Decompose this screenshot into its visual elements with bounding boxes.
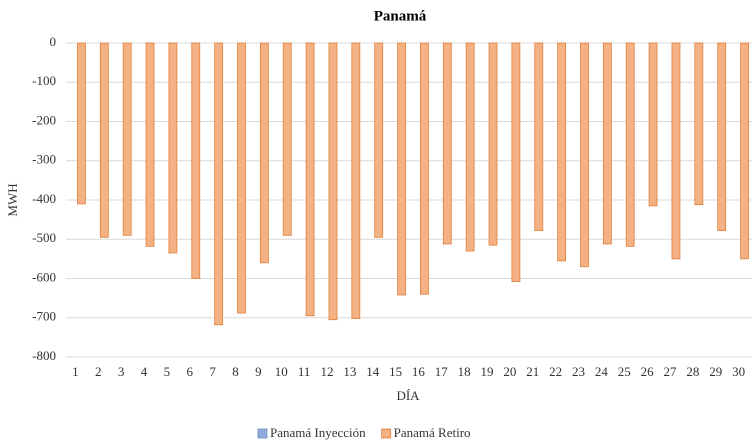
x-tick-label: 13 (343, 364, 356, 379)
bar (259, 42, 269, 264)
bar (625, 42, 635, 247)
chart-title: Panamá (374, 8, 427, 24)
x-tick-label: 29 (709, 364, 722, 379)
x-tick-label: 27 (663, 364, 677, 379)
bar (191, 42, 201, 279)
bar (465, 42, 475, 252)
y-axis-label: MWH (5, 183, 20, 216)
x-tick-label: 2 (95, 364, 102, 379)
x-tick-label: 12 (320, 364, 333, 379)
y-tick-label: -200 (32, 112, 56, 127)
x-tick-label: 11 (298, 364, 311, 379)
bar (557, 42, 567, 262)
legend-label: Panamá Retiro (394, 425, 471, 440)
bar (351, 42, 361, 319)
x-tick-label: 17 (435, 364, 449, 379)
x-tick-label: 7 (209, 364, 216, 379)
bar (397, 42, 406, 296)
y-tick-label: -800 (32, 348, 56, 363)
x-tick-label: 21 (526, 364, 539, 379)
x-tick-label: 23 (572, 364, 585, 379)
y-tick-label: 0 (50, 34, 57, 49)
bar (648, 42, 658, 207)
x-tick-label: 15 (389, 364, 402, 379)
x-tick-label: 8 (232, 364, 239, 379)
x-tick-label: 18 (458, 364, 471, 379)
bar (77, 42, 86, 205)
bar (99, 42, 109, 238)
x-tick-label: 26 (641, 364, 655, 379)
x-tick-label: 5 (164, 364, 171, 379)
y-tick-label: -400 (32, 191, 56, 206)
y-tick-label: -600 (32, 269, 56, 284)
x-tick-label: 10 (275, 364, 288, 379)
legend-swatch (381, 428, 392, 439)
x-tick-label: 9 (255, 364, 262, 379)
legend-label: Panamá Inyección (270, 425, 366, 440)
x-tick-label: 16 (412, 364, 426, 379)
bar (145, 42, 155, 247)
bar (328, 42, 338, 321)
y-tick-label: -500 (32, 230, 56, 245)
bar (671, 42, 681, 260)
x-tick-label: 24 (595, 364, 609, 379)
bar (420, 42, 429, 295)
bar (488, 42, 498, 246)
y-tick-label: -300 (32, 152, 56, 167)
x-tick-label: 22 (549, 364, 562, 379)
bar (214, 42, 224, 326)
x-axis-label: DÍA (396, 388, 420, 403)
bar (168, 42, 178, 254)
bar (717, 42, 727, 232)
x-tick-label: 30 (732, 364, 745, 379)
bar (237, 42, 246, 314)
bar (580, 42, 589, 268)
bar (511, 42, 521, 283)
bar (305, 42, 315, 317)
x-tick-label: 14 (366, 364, 380, 379)
legend-swatch (257, 428, 268, 439)
x-tick-label: 4 (141, 364, 148, 379)
x-tick-label: 3 (118, 364, 125, 379)
x-tick-label: 28 (686, 364, 699, 379)
bar (442, 42, 452, 245)
x-tick-label: 1 (72, 364, 79, 379)
bar (602, 42, 612, 245)
bar (374, 42, 384, 238)
bar (740, 42, 749, 260)
y-tick-label: -100 (32, 73, 56, 88)
bar (534, 42, 544, 232)
x-tick-label: 19 (481, 364, 494, 379)
bar (282, 42, 292, 236)
y-tick-label: -700 (32, 309, 56, 324)
bar (694, 42, 704, 206)
bar (122, 42, 132, 236)
x-tick-label: 20 (503, 364, 516, 379)
x-tick-label: 25 (618, 364, 631, 379)
x-tick-label: 6 (187, 364, 194, 379)
